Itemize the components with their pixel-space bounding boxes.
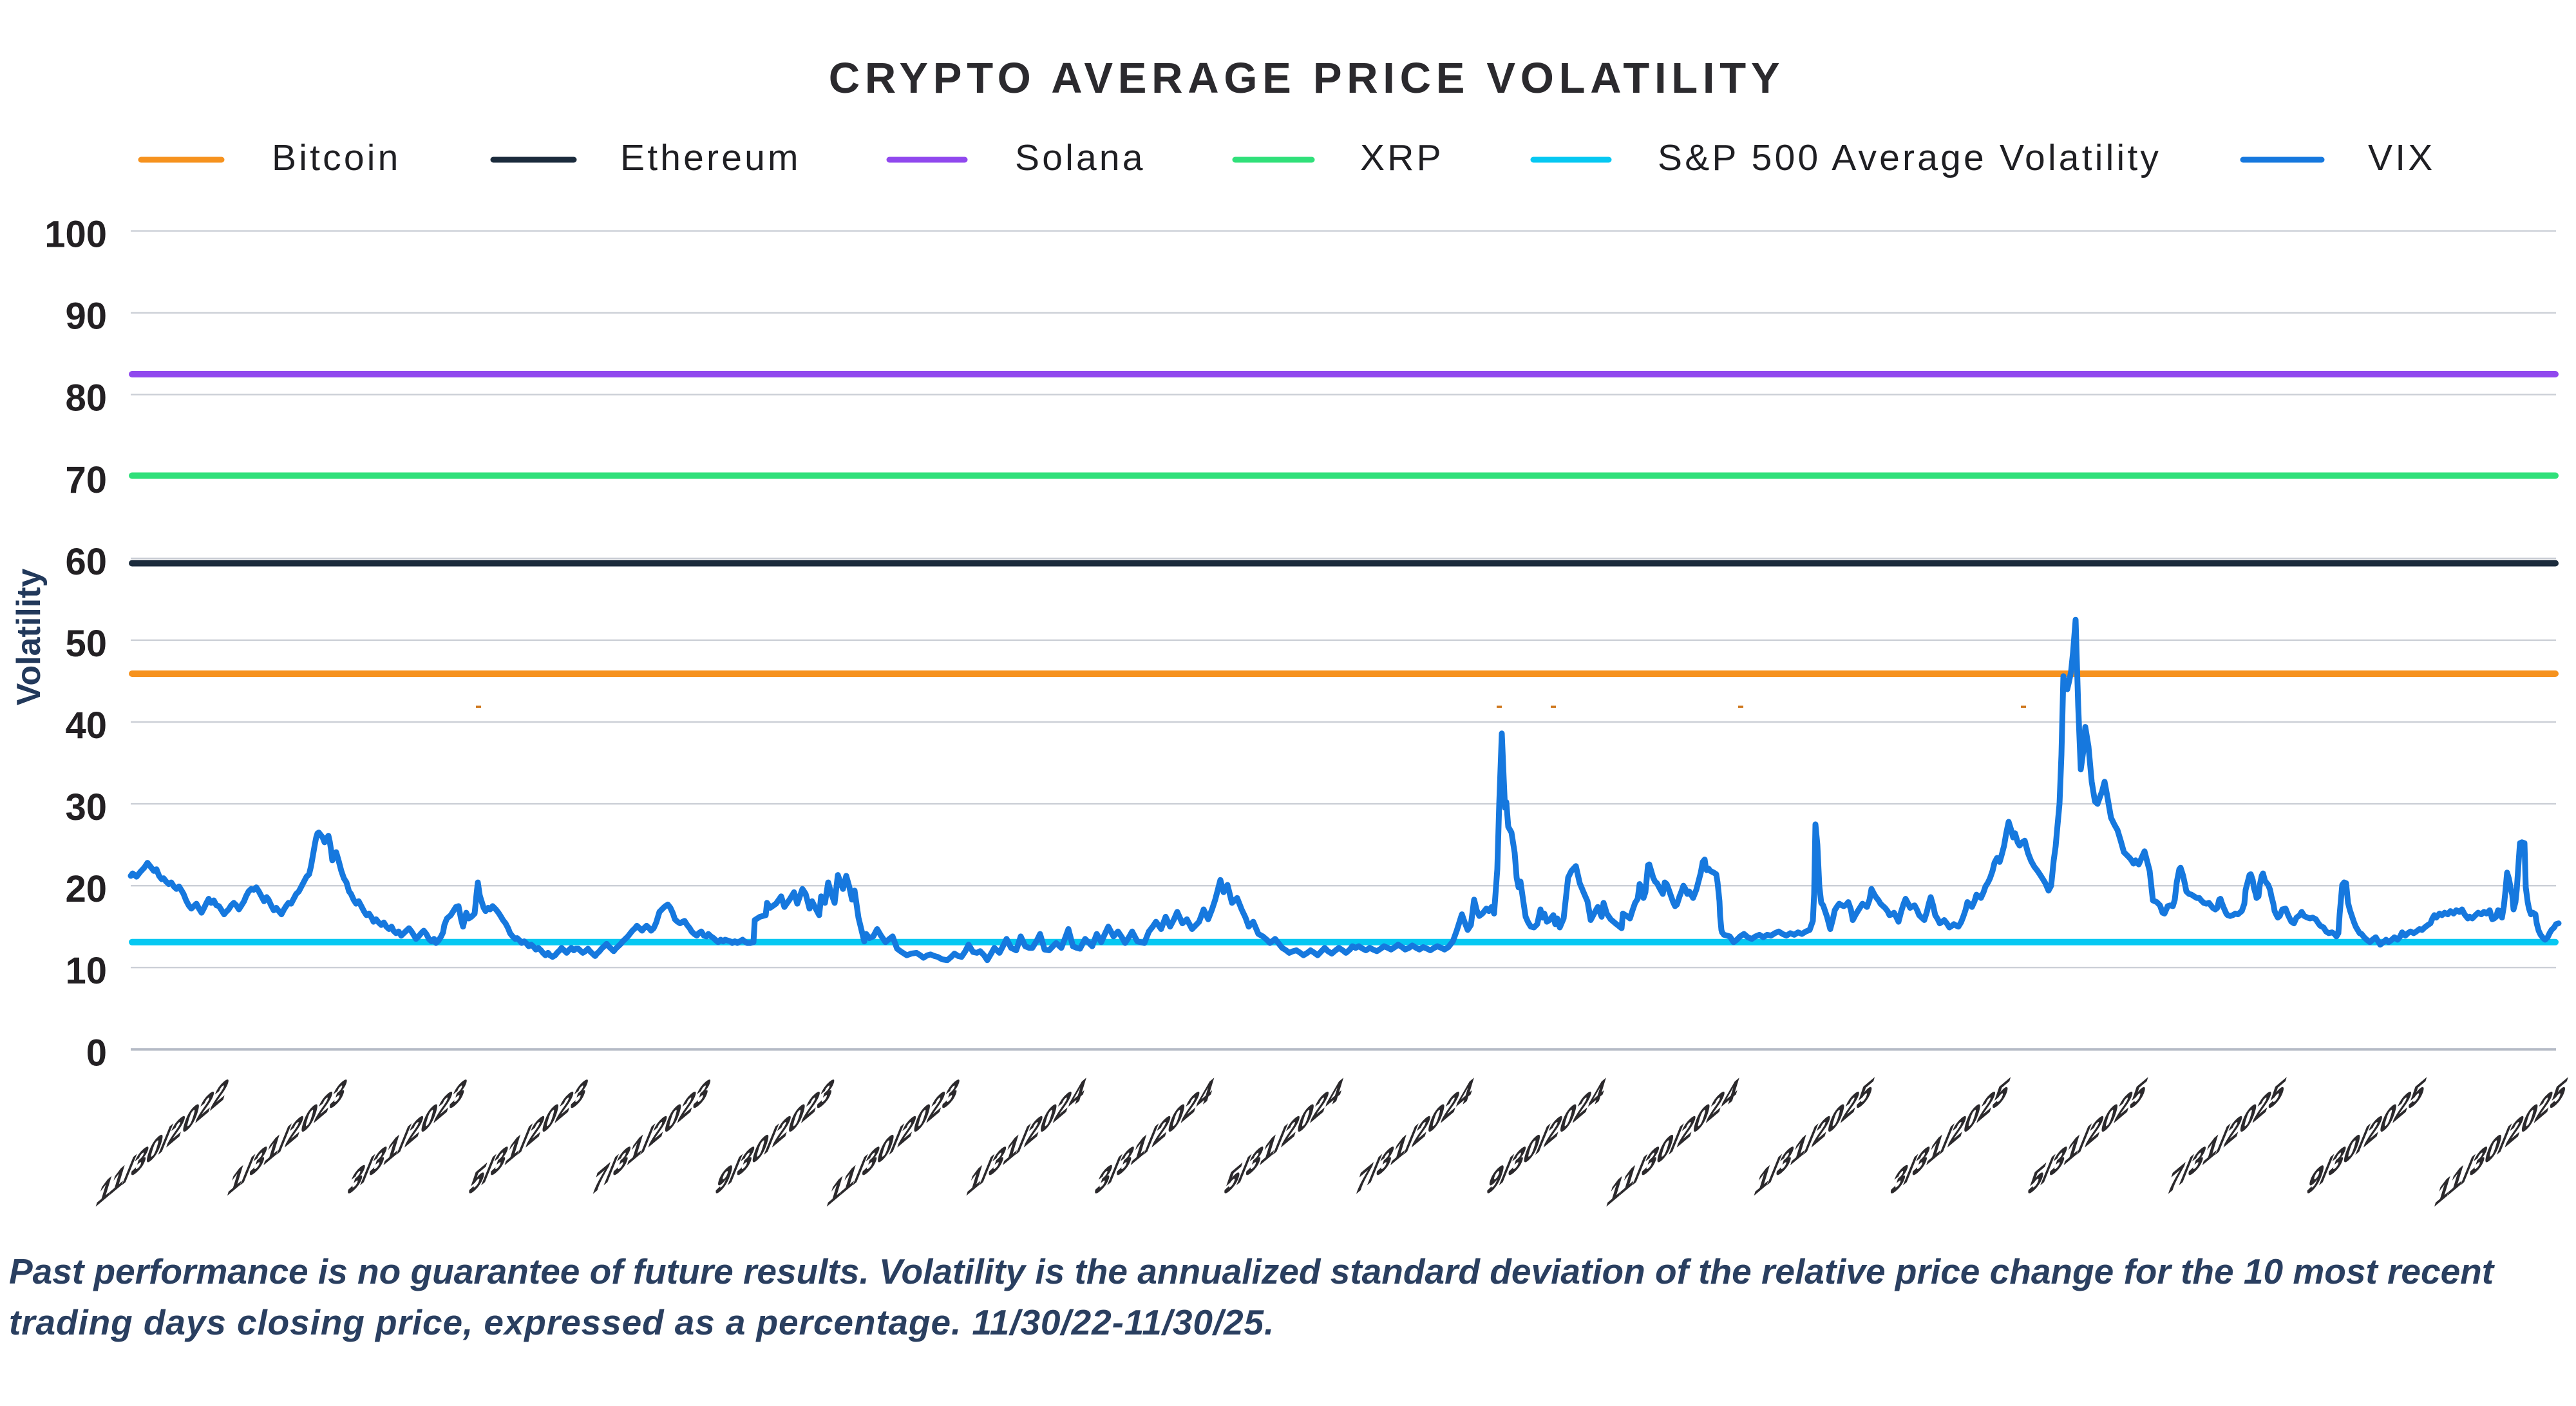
svg-text:60: 60 bbox=[65, 541, 107, 583]
svg-text:40: 40 bbox=[65, 705, 107, 746]
svg-text:Volatility: Volatility bbox=[10, 569, 48, 706]
svg-text:10: 10 bbox=[65, 950, 107, 992]
svg-text:CRYPTO AVERAGE PRICE VOLATILIT: CRYPTO AVERAGE PRICE VOLATILITY bbox=[829, 54, 1785, 102]
svg-text:S&P 500 Average Volatility: S&P 500 Average Volatility bbox=[1658, 137, 2161, 178]
svg-text:Solana: Solana bbox=[1015, 137, 1146, 178]
svg-text:100: 100 bbox=[44, 214, 107, 256]
svg-text:50: 50 bbox=[65, 623, 107, 665]
svg-text:Ethereum: Ethereum bbox=[620, 137, 801, 178]
svg-text:90: 90 bbox=[65, 296, 107, 337]
svg-text:30: 30 bbox=[65, 786, 107, 828]
svg-text:20: 20 bbox=[65, 868, 107, 910]
svg-text:70: 70 bbox=[65, 459, 107, 501]
svg-text:Past performance is no guarant: Past performance is no guarantee of futu… bbox=[9, 1251, 2496, 1291]
svg-text:0: 0 bbox=[86, 1032, 107, 1074]
svg-text:trading days closing price, ex: trading days closing price, expressed as… bbox=[9, 1302, 1274, 1342]
svg-text:80: 80 bbox=[65, 377, 107, 419]
svg-text:XRP: XRP bbox=[1360, 137, 1444, 178]
svg-text:VIX: VIX bbox=[2368, 137, 2435, 178]
svg-text:Bitcoin: Bitcoin bbox=[272, 137, 401, 178]
